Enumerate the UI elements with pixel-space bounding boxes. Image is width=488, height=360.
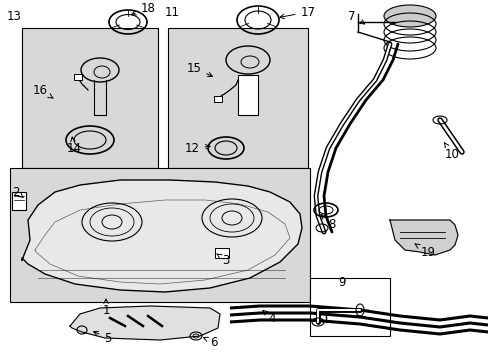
- Text: 1: 1: [102, 299, 109, 316]
- Bar: [214, 96, 222, 102]
- Text: 4: 4: [263, 310, 275, 324]
- Text: 12: 12: [184, 141, 210, 154]
- Text: 16: 16: [32, 84, 53, 98]
- Text: 11: 11: [164, 5, 179, 18]
- Bar: [22, 28, 158, 168]
- Text: 8: 8: [320, 215, 335, 230]
- Text: 13: 13: [6, 9, 21, 22]
- Text: 9: 9: [338, 275, 345, 288]
- Text: 14: 14: [66, 137, 81, 154]
- Text: 3: 3: [217, 253, 229, 266]
- Text: 15: 15: [186, 62, 212, 77]
- Polygon shape: [22, 180, 302, 292]
- Bar: [168, 28, 307, 168]
- Bar: [10, 168, 309, 302]
- Text: 17: 17: [279, 5, 315, 19]
- Text: 18: 18: [131, 1, 155, 15]
- Polygon shape: [70, 306, 220, 340]
- Bar: [238, 75, 258, 115]
- Bar: [215, 248, 228, 258]
- Text: 19: 19: [414, 244, 435, 258]
- Bar: [74, 74, 82, 80]
- Ellipse shape: [383, 5, 435, 27]
- Bar: [12, 192, 26, 210]
- Bar: [309, 278, 389, 336]
- Text: 10: 10: [443, 142, 459, 161]
- Text: 2: 2: [12, 185, 23, 198]
- Text: 6: 6: [203, 336, 217, 348]
- Polygon shape: [389, 220, 457, 255]
- Text: 5: 5: [93, 331, 111, 345]
- Text: 7: 7: [347, 9, 364, 24]
